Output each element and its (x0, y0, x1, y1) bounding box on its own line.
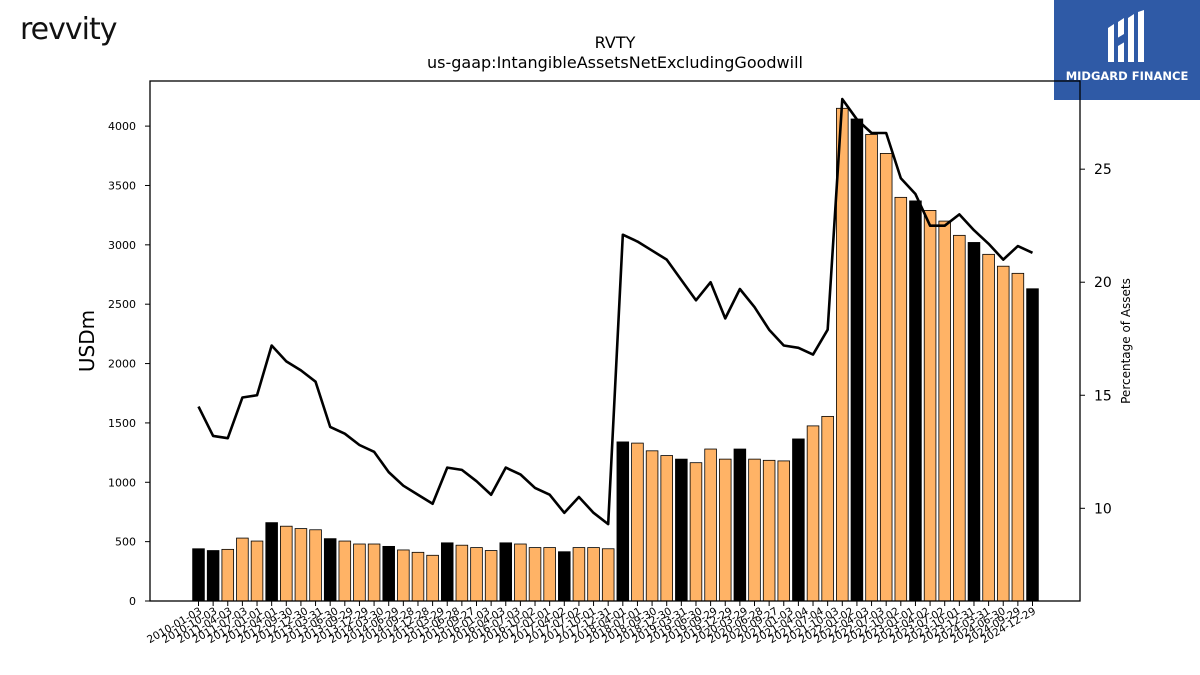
y-tick-label: 2500 (108, 298, 136, 311)
bar (514, 543, 527, 602)
bar (338, 540, 352, 602)
bar (909, 200, 922, 602)
y2-axis: 10 15 20 25 (1080, 162, 1112, 517)
bar (411, 551, 425, 602)
bar (587, 547, 600, 602)
revvity-logo: revvity (20, 12, 117, 47)
midgard-finance-logo: MIDGARD FINANCE (1054, 0, 1200, 100)
bar (938, 220, 951, 602)
bar (543, 547, 556, 602)
percentage-line (197, 97, 1034, 526)
y2-tick-label: 20 (1094, 275, 1112, 291)
bar-series (192, 107, 1039, 602)
x-axis: 2010-01-032010-10-032011-04-032011-07-03… (145, 601, 1038, 646)
bar (718, 458, 732, 602)
y-tick-label: 0 (129, 595, 136, 608)
bar (704, 448, 717, 602)
bar (455, 544, 469, 602)
bar (806, 425, 820, 602)
bar (221, 548, 235, 602)
bar (645, 450, 659, 602)
chart-title: RVTY (595, 33, 636, 52)
bar (792, 438, 805, 602)
y2-tick-label: 10 (1094, 501, 1112, 517)
bar (748, 458, 761, 602)
bar (601, 548, 615, 602)
bar (426, 554, 439, 602)
bar (777, 460, 791, 602)
midgard-m-icon (1108, 10, 1144, 62)
bar (558, 551, 571, 602)
y2-axis-label: Percentage of Assets (1119, 278, 1133, 404)
chart-subtitle: us-gaap:IntangibleAssetsNetExcludingGood… (427, 53, 803, 72)
bar (367, 543, 381, 602)
bar (470, 547, 483, 602)
bar (309, 529, 322, 602)
y-tick-label: 3000 (108, 239, 136, 252)
y-axis-label: USDm (75, 310, 99, 372)
bar (250, 540, 264, 602)
bar (996, 265, 1010, 602)
bar (236, 537, 249, 602)
plot-frame (149, 80, 1081, 602)
bar (440, 542, 454, 602)
bar (382, 545, 395, 602)
bar (923, 210, 937, 602)
bar (660, 455, 673, 602)
bar (762, 459, 776, 602)
y2-tick-label: 15 (1094, 388, 1112, 404)
y-tick-label: 1500 (108, 417, 136, 430)
y-tick-label: 3500 (108, 179, 136, 192)
bar (397, 549, 410, 602)
bar (528, 547, 542, 602)
bar (192, 548, 205, 602)
midgard-finance-label: MIDGARD FINANCE (1065, 69, 1189, 83)
bar (353, 543, 366, 602)
bar (675, 458, 688, 602)
line-series (197, 97, 1034, 526)
y-axis: 0 500 1000 1500 2000 2500 3000 3500 4000 (108, 120, 150, 608)
bar (894, 196, 908, 602)
bar (265, 522, 278, 602)
bar (572, 547, 586, 602)
bar (1011, 272, 1025, 602)
bar (850, 118, 864, 602)
bar (967, 242, 981, 602)
bar (631, 442, 644, 602)
y-tick-label: 500 (115, 536, 136, 549)
y-tick-label: 2000 (108, 358, 136, 371)
y-tick-label: 1000 (108, 476, 136, 489)
bar (616, 441, 630, 602)
bar (206, 550, 220, 602)
bar (499, 542, 513, 602)
bar (1026, 288, 1039, 602)
y2-tick-label: 25 (1094, 162, 1112, 178)
bar (821, 415, 834, 602)
bar (689, 462, 703, 602)
bar (294, 528, 308, 602)
bar (982, 253, 995, 602)
y-tick-label: 4000 (108, 120, 136, 133)
bar (733, 448, 747, 602)
bar (879, 153, 893, 602)
bar (484, 550, 498, 602)
bar (323, 538, 337, 602)
bar (865, 134, 878, 602)
bar (953, 234, 966, 602)
bar (280, 525, 293, 602)
